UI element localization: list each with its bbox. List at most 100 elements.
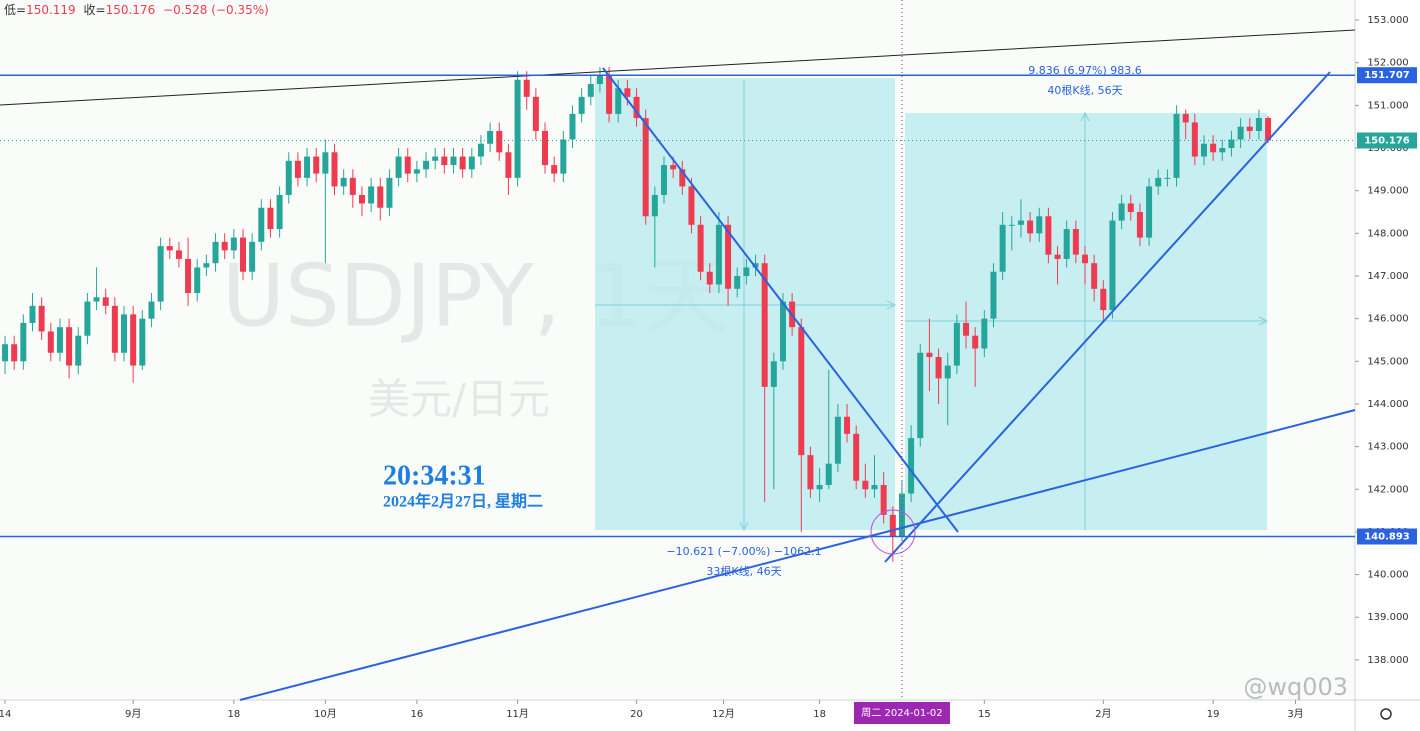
candle-body [825,463,832,486]
candle-body [1109,220,1116,311]
candle-body [688,186,695,225]
candle-body [1182,113,1189,123]
candle-body [1200,143,1207,157]
candle-body [752,263,759,268]
measure-arrowhead [1258,316,1269,326]
candle-body [1191,122,1198,157]
candle-body [926,352,933,358]
y-tick-label: 152.000 [1367,58,1408,69]
candle-body [633,96,640,119]
candle-body [349,177,356,195]
candle-body [514,79,521,178]
candle-body [1255,117,1262,131]
x-tick-label: 20 [630,709,643,720]
candle-body [779,301,786,362]
candle-body [523,79,530,97]
candle-body [697,224,704,272]
candle-body [386,177,393,208]
candle-body [1118,203,1125,221]
candle-body [11,344,18,362]
candle-body [1036,216,1043,234]
candle-body [38,305,45,332]
candle-body [322,152,329,174]
candle-body [862,480,869,490]
candle-body [834,416,841,464]
candle-body [47,331,54,353]
trend-line [602,67,959,533]
candle-body [1246,126,1253,131]
measure-arrowhead [1080,111,1090,122]
header: 低=150.119 收=150.176 −0.528 (−0.35%) [4,3,269,17]
candle-body [139,318,146,366]
candle-body [313,156,320,174]
candle-body [148,301,155,319]
candle-body [249,241,256,272]
candle-body [441,156,448,166]
candle-body [1008,224,1015,226]
candle-body [276,194,283,230]
candle-body [1219,148,1226,153]
candle-body [66,327,73,366]
candle-body [285,160,292,195]
settings-icon[interactable] [1380,708,1392,720]
y-tick-label: 140.000 [1367,570,1408,581]
candles [2,66,1272,562]
candle-body [706,271,713,285]
candle-body [377,186,384,208]
candle-body [368,186,375,204]
candle-body [477,143,484,157]
candle-body [340,177,347,187]
y-tick-label: 149.000 [1367,186,1408,197]
candle-body [972,335,979,349]
x-tick-label: 15 [978,709,991,720]
candle-body [944,365,951,379]
price-tag [1357,67,1417,84]
x-tick-label: 9月 [125,708,141,720]
candle-body [596,75,603,85]
candle-body [1027,220,1034,234]
y-tick-label: 139.000 [1367,612,1408,623]
y-tick-label: 147.000 [1367,271,1408,282]
price-tag-label: 151.707 [1364,70,1410,81]
candle-body [1265,117,1272,141]
candle-body [1127,203,1134,213]
candle-body [670,165,677,170]
trend-line [884,71,1331,563]
candle-body [423,160,430,170]
candle-body [1063,229,1070,259]
candle-body [194,267,201,294]
x-tick-label: 12月 [712,708,735,720]
candle-body [459,156,466,170]
candle-body [258,207,265,242]
candle-body [75,335,82,366]
candle-body [606,75,613,114]
candle-body [981,318,988,349]
candle-body [130,314,137,366]
x-tick-label: 14 [0,709,11,720]
candle-body [468,156,475,170]
x-tick-label: 10月 [314,708,337,720]
candle-body [935,357,942,379]
measure-box [595,78,895,530]
y-tick-label: 153.000 [1367,15,1408,26]
candle-body [816,485,823,490]
measure-span: 40根K线, 56天 [1047,83,1122,97]
candle-body [505,152,512,178]
candle-body [304,156,311,178]
candle-body [212,241,219,264]
measure-span: 33根K线, 46天 [706,564,781,578]
candle-body [450,156,457,166]
candle-body [1173,113,1180,178]
candle-body [624,88,631,97]
candle-body [404,156,411,174]
crosshair-label: 周二 2024-01-02 [861,707,942,719]
candle-body [642,118,649,217]
x-tick-label: 19 [1207,709,1220,720]
x-tick-label: 16 [411,709,424,720]
candle-body [56,327,63,353]
candle-body [1155,177,1162,187]
candle-body [487,130,494,144]
candle-body [175,250,182,259]
candle-body [990,271,997,319]
